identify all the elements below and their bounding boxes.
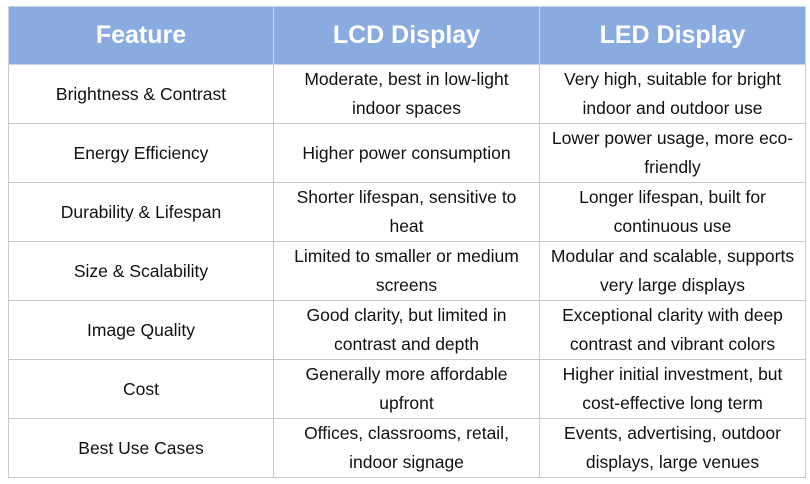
table-row: Size & Scalability Limited to smaller or… (8, 241, 806, 301)
table-row: Cost Generally more affordable upfront H… (8, 359, 806, 419)
lcd-cell: Moderate, best in low-light indoor space… (273, 64, 540, 124)
led-cell: Longer lifespan, built for continuous us… (539, 182, 806, 242)
lcd-cell: Good clarity, but limited in contrast an… (273, 300, 540, 360)
led-cell: Lower power usage, more eco-friendly (539, 123, 806, 183)
header-lcd-display: LCD Display (273, 6, 540, 65)
feature-cell: Image Quality (8, 300, 274, 360)
lcd-cell: Higher power consumption (273, 123, 540, 183)
header-feature: Feature (8, 6, 274, 65)
table-row: Image Quality Good clarity, but limited … (8, 300, 806, 360)
table-row: Energy Efficiency Higher power consumpti… (8, 123, 806, 183)
led-cell: Events, advertising, outdoor displays, l… (539, 418, 806, 478)
led-cell: Higher initial investment, but cost-effe… (539, 359, 806, 419)
table-row: Brightness & Contrast Moderate, best in … (8, 64, 806, 124)
table-row: Best Use Cases Offices, classrooms, reta… (8, 418, 806, 478)
feature-cell: Size & Scalability (8, 241, 274, 301)
led-cell: Modular and scalable, supports very larg… (539, 241, 806, 301)
header-led-display: LED Display (539, 6, 806, 65)
feature-cell: Cost (8, 359, 274, 419)
table-row: Durability & Lifespan Shorter lifespan, … (8, 182, 806, 242)
lcd-cell: Offices, classrooms, retail, indoor sign… (273, 418, 540, 478)
led-cell: Exceptional clarity with deep contrast a… (539, 300, 806, 360)
lcd-cell: Shorter lifespan, sensitive to heat (273, 182, 540, 242)
lcd-cell: Generally more affordable upfront (273, 359, 540, 419)
feature-cell: Durability & Lifespan (8, 182, 274, 242)
header-row: Feature LCD Display LED Display (8, 6, 806, 65)
feature-cell: Brightness & Contrast (8, 64, 274, 124)
feature-cell: Best Use Cases (8, 418, 274, 478)
lcd-cell: Limited to smaller or medium screens (273, 241, 540, 301)
comparison-table: Feature LCD Display LED Display Brightne… (8, 6, 806, 478)
feature-cell: Energy Efficiency (8, 123, 274, 183)
led-cell: Very high, suitable for bright indoor an… (539, 64, 806, 124)
